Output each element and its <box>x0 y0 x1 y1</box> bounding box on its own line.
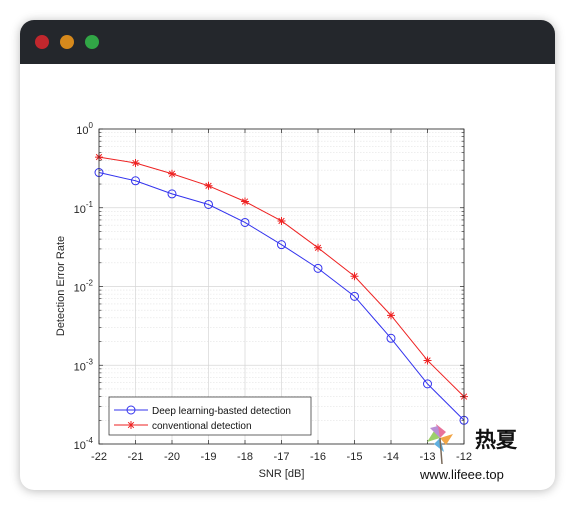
watermark-url: www.lifeee.top <box>419 467 504 482</box>
data-point <box>131 159 140 168</box>
data-point <box>314 243 322 252</box>
x-tick-label: -12 <box>456 451 472 463</box>
data-point <box>277 240 286 250</box>
x-tick-label: -17 <box>274 451 290 463</box>
legend-label-deep-learning: Deep learning-basted detection <box>152 406 291 417</box>
data-point <box>313 263 323 273</box>
legend-marker-star-icon <box>127 421 135 429</box>
window-titlebar <box>20 20 555 64</box>
legend: Deep learning-basted detection conventio… <box>108 396 312 436</box>
minimize-window-button[interactable] <box>60 35 74 49</box>
legend-label-conventional: conventional detection <box>152 421 252 432</box>
series-1 <box>94 168 469 425</box>
data-point <box>167 189 177 199</box>
data-point <box>386 333 396 343</box>
y-tick-label: 10-2 <box>74 279 94 295</box>
legend-star-shape <box>127 421 135 429</box>
plot-area: 100 10-1 10-2 10-3 10-4-22 -21 -20 -19 -18 -17 -16… <box>74 121 472 463</box>
maximize-window-button[interactable] <box>85 35 99 49</box>
legend-box <box>108 396 312 436</box>
data-point <box>350 291 359 301</box>
x-tick-label: -21 <box>128 451 144 463</box>
data-point <box>241 197 249 206</box>
x-tick-label: -13 <box>420 451 436 463</box>
x-tick-label: -15 <box>347 451 363 463</box>
watermark: 热夏 www.lifeee.top <box>419 424 518 482</box>
y-tick-label: 100 <box>76 121 93 137</box>
series-group <box>94 153 469 425</box>
data-point <box>423 379 432 389</box>
pinwheel-logo-icon <box>427 424 453 465</box>
data-point <box>204 199 213 209</box>
x-tick-label: -16 <box>310 451 326 463</box>
watermark-title: 热夏 <box>475 428 518 452</box>
y-tick-label: 10-3 <box>74 357 94 373</box>
data-point <box>387 311 395 320</box>
data-point <box>204 181 213 190</box>
data-point <box>423 356 432 365</box>
close-window-button[interactable] <box>35 35 49 49</box>
data-point <box>168 169 176 178</box>
y-tick-label: 10-1 <box>74 200 94 216</box>
y-tick-label: 10-4 <box>74 436 94 452</box>
x-tick-label: -19 <box>201 451 217 463</box>
data-point <box>277 216 286 225</box>
x-axis-label: SNR [dB] <box>259 468 305 480</box>
data-point <box>131 176 140 186</box>
legend-marker-circle-icon <box>126 405 136 415</box>
data-point <box>240 217 250 227</box>
x-tick-label: -14 <box>383 451 399 463</box>
x-tick-label: -22 <box>91 451 107 463</box>
x-tick-label: -18 <box>237 451 253 463</box>
y-axis-label: Detection Error Rate <box>55 236 67 336</box>
series-line <box>98 172 465 421</box>
data-point <box>350 272 359 281</box>
x-tick-label: -20 <box>164 451 180 463</box>
axis-ticks: 100 10-1 10-2 10-3 10-4-22 -21 -20 -19 -18 -17 -16… <box>74 121 472 463</box>
